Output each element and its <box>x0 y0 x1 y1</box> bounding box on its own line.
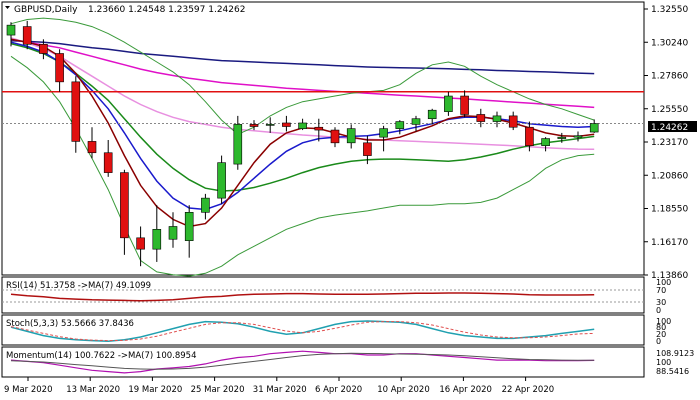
candle-body <box>55 53 64 83</box>
candle-body <box>233 124 243 165</box>
momentum-panel-frame <box>1 346 645 378</box>
candle-body <box>573 135 583 138</box>
momentum-axis-high: 108.9123 <box>656 349 694 358</box>
time-tick-label: 16 Apr 2020 <box>439 385 492 395</box>
stoch-panel-frame <box>1 314 645 346</box>
candle-body <box>411 118 421 125</box>
momentum-panel: Momentum(14) 100.7622 ->MA(7) 100.8954 1… <box>6 349 694 376</box>
candle-body <box>103 152 113 173</box>
candle-body <box>201 197 210 213</box>
candle-body <box>395 121 405 129</box>
candle-body <box>249 124 259 127</box>
overlay-line-6 <box>10 17 595 135</box>
candle-body <box>460 95 469 115</box>
overlay-line-3 <box>10 42 595 192</box>
candle-body <box>492 115 502 122</box>
rsi-axis-100: 100 <box>656 278 671 287</box>
candle-body <box>330 129 340 144</box>
current-price-box <box>648 121 697 132</box>
candle-body <box>71 81 81 142</box>
stoch-panel: Stoch(5,3,3) 53.5666 37.8436 100 80 20 0 <box>6 317 671 346</box>
rsi-axis-70: 70 <box>656 286 666 295</box>
price-tick-label: 1.27860 <box>651 72 688 82</box>
overlay-line-7 <box>10 55 595 277</box>
candle-body <box>120 172 129 239</box>
time-tick-label: 19 Mar 2020 <box>128 385 182 395</box>
stoch-label: Stoch(5,3,3) 53.5666 37.8436 <box>6 319 134 329</box>
momentum-ma-line <box>10 352 595 370</box>
time-tick-label: 31 Mar 2020 <box>253 385 307 395</box>
candle-body <box>346 128 356 144</box>
candle-body <box>444 95 453 112</box>
main-header: GBPUSD,Daily 1.23660 1.24548 1.23597 1.2… <box>5 5 245 15</box>
stoch-signal-line <box>10 321 595 342</box>
time-tick-label: 22 Apr 2020 <box>502 385 555 395</box>
candle-body <box>168 226 178 240</box>
candle-body <box>6 24 16 36</box>
candle-body <box>589 123 599 133</box>
time-tick-label: 25 Mar 2020 <box>191 385 245 395</box>
candle-body <box>427 109 437 120</box>
momentum-line <box>10 350 595 374</box>
price-tick-label: 1.20860 <box>651 171 688 181</box>
momentum-label: Momentum(14) 100.7622 ->MA(7) 100.8954 <box>6 351 196 361</box>
stoch-axis-100: 100 <box>656 317 671 326</box>
candle-body <box>557 136 567 139</box>
candle-body <box>282 122 291 127</box>
price-axis: 1.32550 1.30240 1.27860 1.25550 1.23170 1.208… <box>644 5 688 281</box>
rsi-axis-0: 0 <box>656 306 661 315</box>
candle-body <box>508 115 518 128</box>
overlay-line-2 <box>10 37 595 151</box>
rsi-panel-frame <box>1 276 645 314</box>
candle-body <box>525 126 534 146</box>
momentum-axis-low: 88.5416 <box>656 367 689 376</box>
price-tick-label: 1.30240 <box>651 38 688 48</box>
ohlc-readout: 1.23660 1.24548 1.23597 1.24262 <box>88 5 245 15</box>
candle-body <box>184 212 194 241</box>
rsi-panel: RSI(14) 51.3758 ->MA(7) 49.1099 100 70 3… <box>2 278 671 315</box>
overlay-line-0 <box>10 39 595 75</box>
price-tick-label: 1.25550 <box>651 105 688 115</box>
main-panel-frame <box>1 1 645 276</box>
rsi-line <box>10 292 595 302</box>
candle-body <box>87 141 97 154</box>
price-tick-label: 1.13860 <box>651 271 688 281</box>
candle-body <box>363 142 372 156</box>
candle-body <box>265 124 275 126</box>
candle-body <box>541 138 550 146</box>
stoch-axis-0: 0 <box>656 337 661 346</box>
price-tick-label: 1.23170 <box>651 138 688 148</box>
overlay-line-1 <box>10 38 595 109</box>
stoch-axis-80: 80 <box>656 323 666 332</box>
candle-body <box>379 128 388 138</box>
price-tick-label: 1.16170 <box>651 238 688 248</box>
time-axis: 9 Mar 2020 13 Mar 2020 19 Mar 2020 25 Mar 2… <box>4 377 554 395</box>
candle-body <box>39 43 48 54</box>
candlesticks <box>6 20 599 267</box>
momentum-axis-mid: 100 <box>656 358 671 367</box>
collapse-triangle-icon[interactable] <box>5 6 10 9</box>
rsi-axis-30: 30 <box>656 298 666 307</box>
time-tick-label: 9 Mar 2020 <box>4 385 52 395</box>
stoch-axis-20: 20 <box>656 330 666 339</box>
candle-body <box>298 122 307 129</box>
candle-body <box>152 229 162 250</box>
rsi-label: RSI(14) 51.3758 ->MA(7) 49.1099 <box>6 281 151 291</box>
time-tick-label: 6 Apr 2020 <box>315 385 362 395</box>
candle-body <box>217 162 226 199</box>
price-tick-label: 1.18550 <box>651 205 688 215</box>
time-tick-label: 10 Apr 2020 <box>377 385 430 395</box>
time-tick-label: 13 Mar 2020 <box>66 385 120 395</box>
current-price-label: 1.24262 <box>651 123 688 133</box>
candle-body <box>136 237 145 250</box>
candle-body <box>314 126 324 131</box>
candle-body <box>22 26 32 45</box>
price-tick-label: 1.32550 <box>651 5 688 15</box>
candle-body <box>476 114 486 122</box>
current-price-tag: 1.24262 <box>648 121 697 133</box>
symbol-title: GBPUSD,Daily <box>14 5 78 15</box>
